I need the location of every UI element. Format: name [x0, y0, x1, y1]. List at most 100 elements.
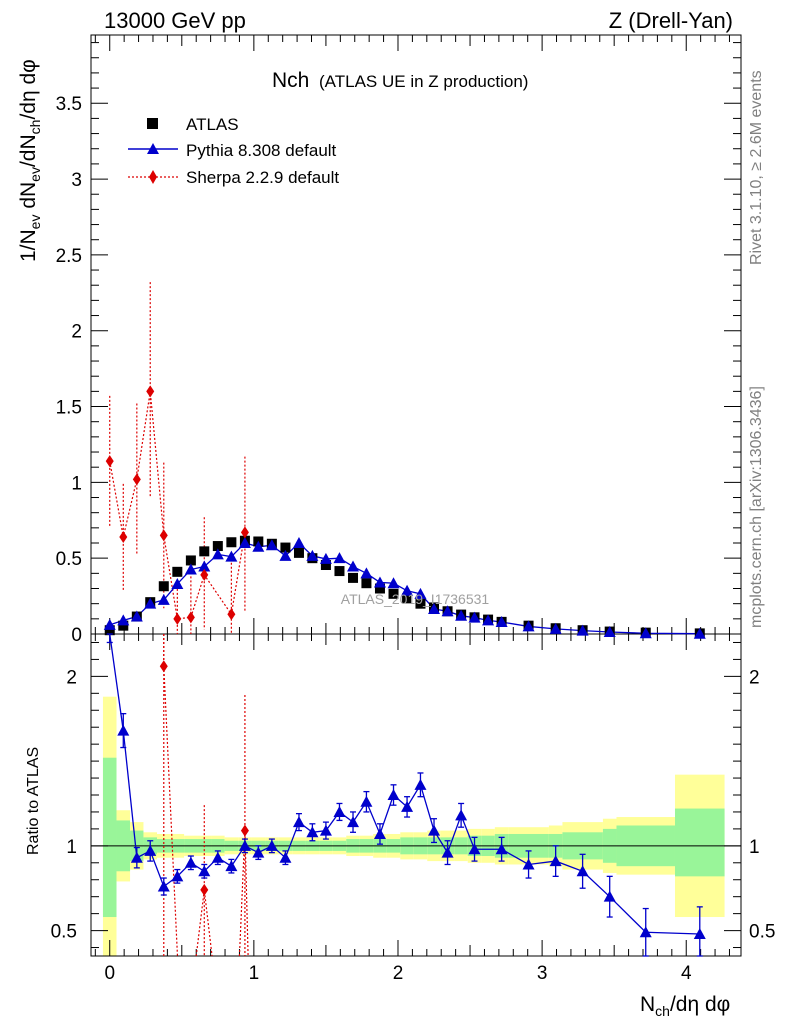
pythia-ratio-point — [265, 839, 278, 851]
band-inner-bin — [674, 808, 725, 877]
y-top-tick-label: 1 — [71, 473, 82, 494]
ratio-panel: 0 1 2 3 4 0.5 0.5 1 1 2 2 — [51, 35, 775, 984]
atlas-point — [334, 566, 345, 577]
pythia-ratio-point — [639, 926, 652, 938]
pythia-ratio-point — [144, 844, 157, 856]
ratio-panel-marks — [106, 633, 706, 957]
pythia-point — [495, 616, 508, 628]
sherpa-ratio-point — [159, 660, 168, 673]
legend-atlas-label: ATLAS — [186, 115, 239, 134]
chart-title-main: Nch — [272, 69, 309, 92]
pythia-ratio-point — [198, 865, 211, 877]
pythia-point — [639, 627, 652, 639]
pythia-point — [333, 552, 346, 564]
sherpa-ratio-point — [200, 883, 209, 896]
bottom-frame — [90, 633, 742, 957]
x-tick-label: 1 — [249, 963, 260, 984]
pythia-ratio-point — [279, 851, 292, 863]
ratio-uncertainty-bands — [102, 696, 725, 956]
sherpa-point — [132, 473, 141, 486]
pythia-point — [225, 550, 238, 562]
pythia-ratio-point — [414, 778, 427, 790]
atlas-point — [320, 560, 331, 571]
atlas-point — [104, 625, 115, 636]
pythia-ratio-point — [549, 855, 562, 867]
atlas-point — [388, 588, 399, 599]
y-top-tick-label: 2.5 — [56, 246, 82, 267]
sherpa-point — [227, 608, 236, 621]
pythia-point — [455, 609, 468, 621]
x-tick-label: 3 — [537, 963, 548, 984]
atlas-point — [226, 537, 237, 548]
pythia-ratio-point — [211, 851, 224, 863]
pythia-line — [109, 542, 700, 635]
pythia-ratio-point — [455, 809, 468, 821]
sherpa-point — [186, 611, 195, 624]
pythia-ratio-point — [117, 724, 130, 736]
pythia-ratio-point — [319, 824, 332, 836]
y-bottom-tick-label-right: 1 — [749, 837, 760, 858]
sherpa-point — [173, 612, 182, 625]
rivet-label: Rivet 3.1.10, ≥ 2.6M events — [748, 70, 765, 265]
pythia-point — [252, 540, 265, 552]
header-right: Z (Drell-Yan) — [609, 8, 733, 33]
pythia-ratio-point — [401, 800, 414, 812]
atlas-point — [374, 583, 385, 594]
pythia-ratio-point — [360, 795, 373, 807]
pythia-ratio-point — [522, 858, 535, 870]
pythia-point — [693, 627, 706, 639]
atlas-point — [402, 593, 413, 604]
pythia-point — [414, 587, 427, 599]
sherpa-point — [146, 385, 155, 398]
pythia-point — [211, 548, 224, 560]
pythia-ratio-point — [603, 890, 616, 902]
pythia-point — [103, 618, 116, 630]
sherpa-point — [105, 455, 114, 468]
pythia-point — [130, 610, 143, 622]
atlas-point — [185, 555, 196, 566]
pythia-ratio-point — [238, 839, 251, 851]
atlas-point — [293, 547, 304, 558]
pythia-ratio-point — [184, 856, 197, 868]
legend-sherpa-marker — [149, 170, 157, 184]
y-top-tick-label: 0.5 — [56, 549, 82, 570]
pythia-point — [279, 549, 292, 561]
pythia-ratio-point — [387, 789, 400, 800]
pythia-ratio-point — [333, 805, 346, 817]
sherpa-point — [240, 526, 249, 539]
pythia-ratio-point — [441, 846, 454, 858]
pythia-point — [428, 602, 441, 614]
y-axis-label-bottom: Ratio to ATLAS — [25, 747, 42, 855]
mcplots-label: mcplots.cern.ch [arXiv:1306.3436] — [748, 386, 765, 628]
y-bottom-tick-label: 1 — [66, 837, 77, 858]
x-tick-label: 4 — [681, 963, 692, 984]
y-top-tick-label: 0 — [71, 625, 82, 646]
pythia-point — [576, 624, 589, 636]
pythia-ratio-point — [306, 826, 319, 838]
atlas-point — [118, 620, 129, 631]
legend-atlas-marker — [147, 118, 158, 129]
chart-title-sub: (ATLAS UE in Z production) — [319, 72, 528, 91]
pythia-ratio-point — [347, 816, 360, 828]
y-bottom-tick-label: 0.5 — [51, 922, 77, 943]
band-inner-bin — [102, 757, 117, 918]
header-left: 13000 GeV pp — [104, 8, 246, 33]
pythia-point — [549, 622, 562, 634]
pythia-point — [171, 577, 184, 589]
pythia-ratio-point — [428, 824, 441, 836]
pythia-ratio-point — [157, 880, 170, 892]
pythia-point — [265, 539, 278, 551]
pythia-ratio-line — [109, 633, 700, 935]
y-top-tick-label: 3 — [71, 170, 82, 191]
pythia-ratio-point — [171, 870, 184, 882]
pythia-ratio-point — [225, 860, 238, 872]
atlas-point — [199, 546, 210, 557]
legend-pythia-marker — [147, 143, 159, 154]
y-axis-label-top: 1/Nev dNev/dNch/dη dφ — [17, 59, 43, 262]
pythia-point — [292, 537, 305, 549]
sherpa-ratio-point — [240, 824, 249, 837]
watermark-label: ATLAS_2019_I1736531 — [341, 591, 490, 607]
atlas-point — [280, 542, 291, 553]
sherpa-point — [159, 529, 168, 542]
sherpa-point — [200, 568, 209, 581]
